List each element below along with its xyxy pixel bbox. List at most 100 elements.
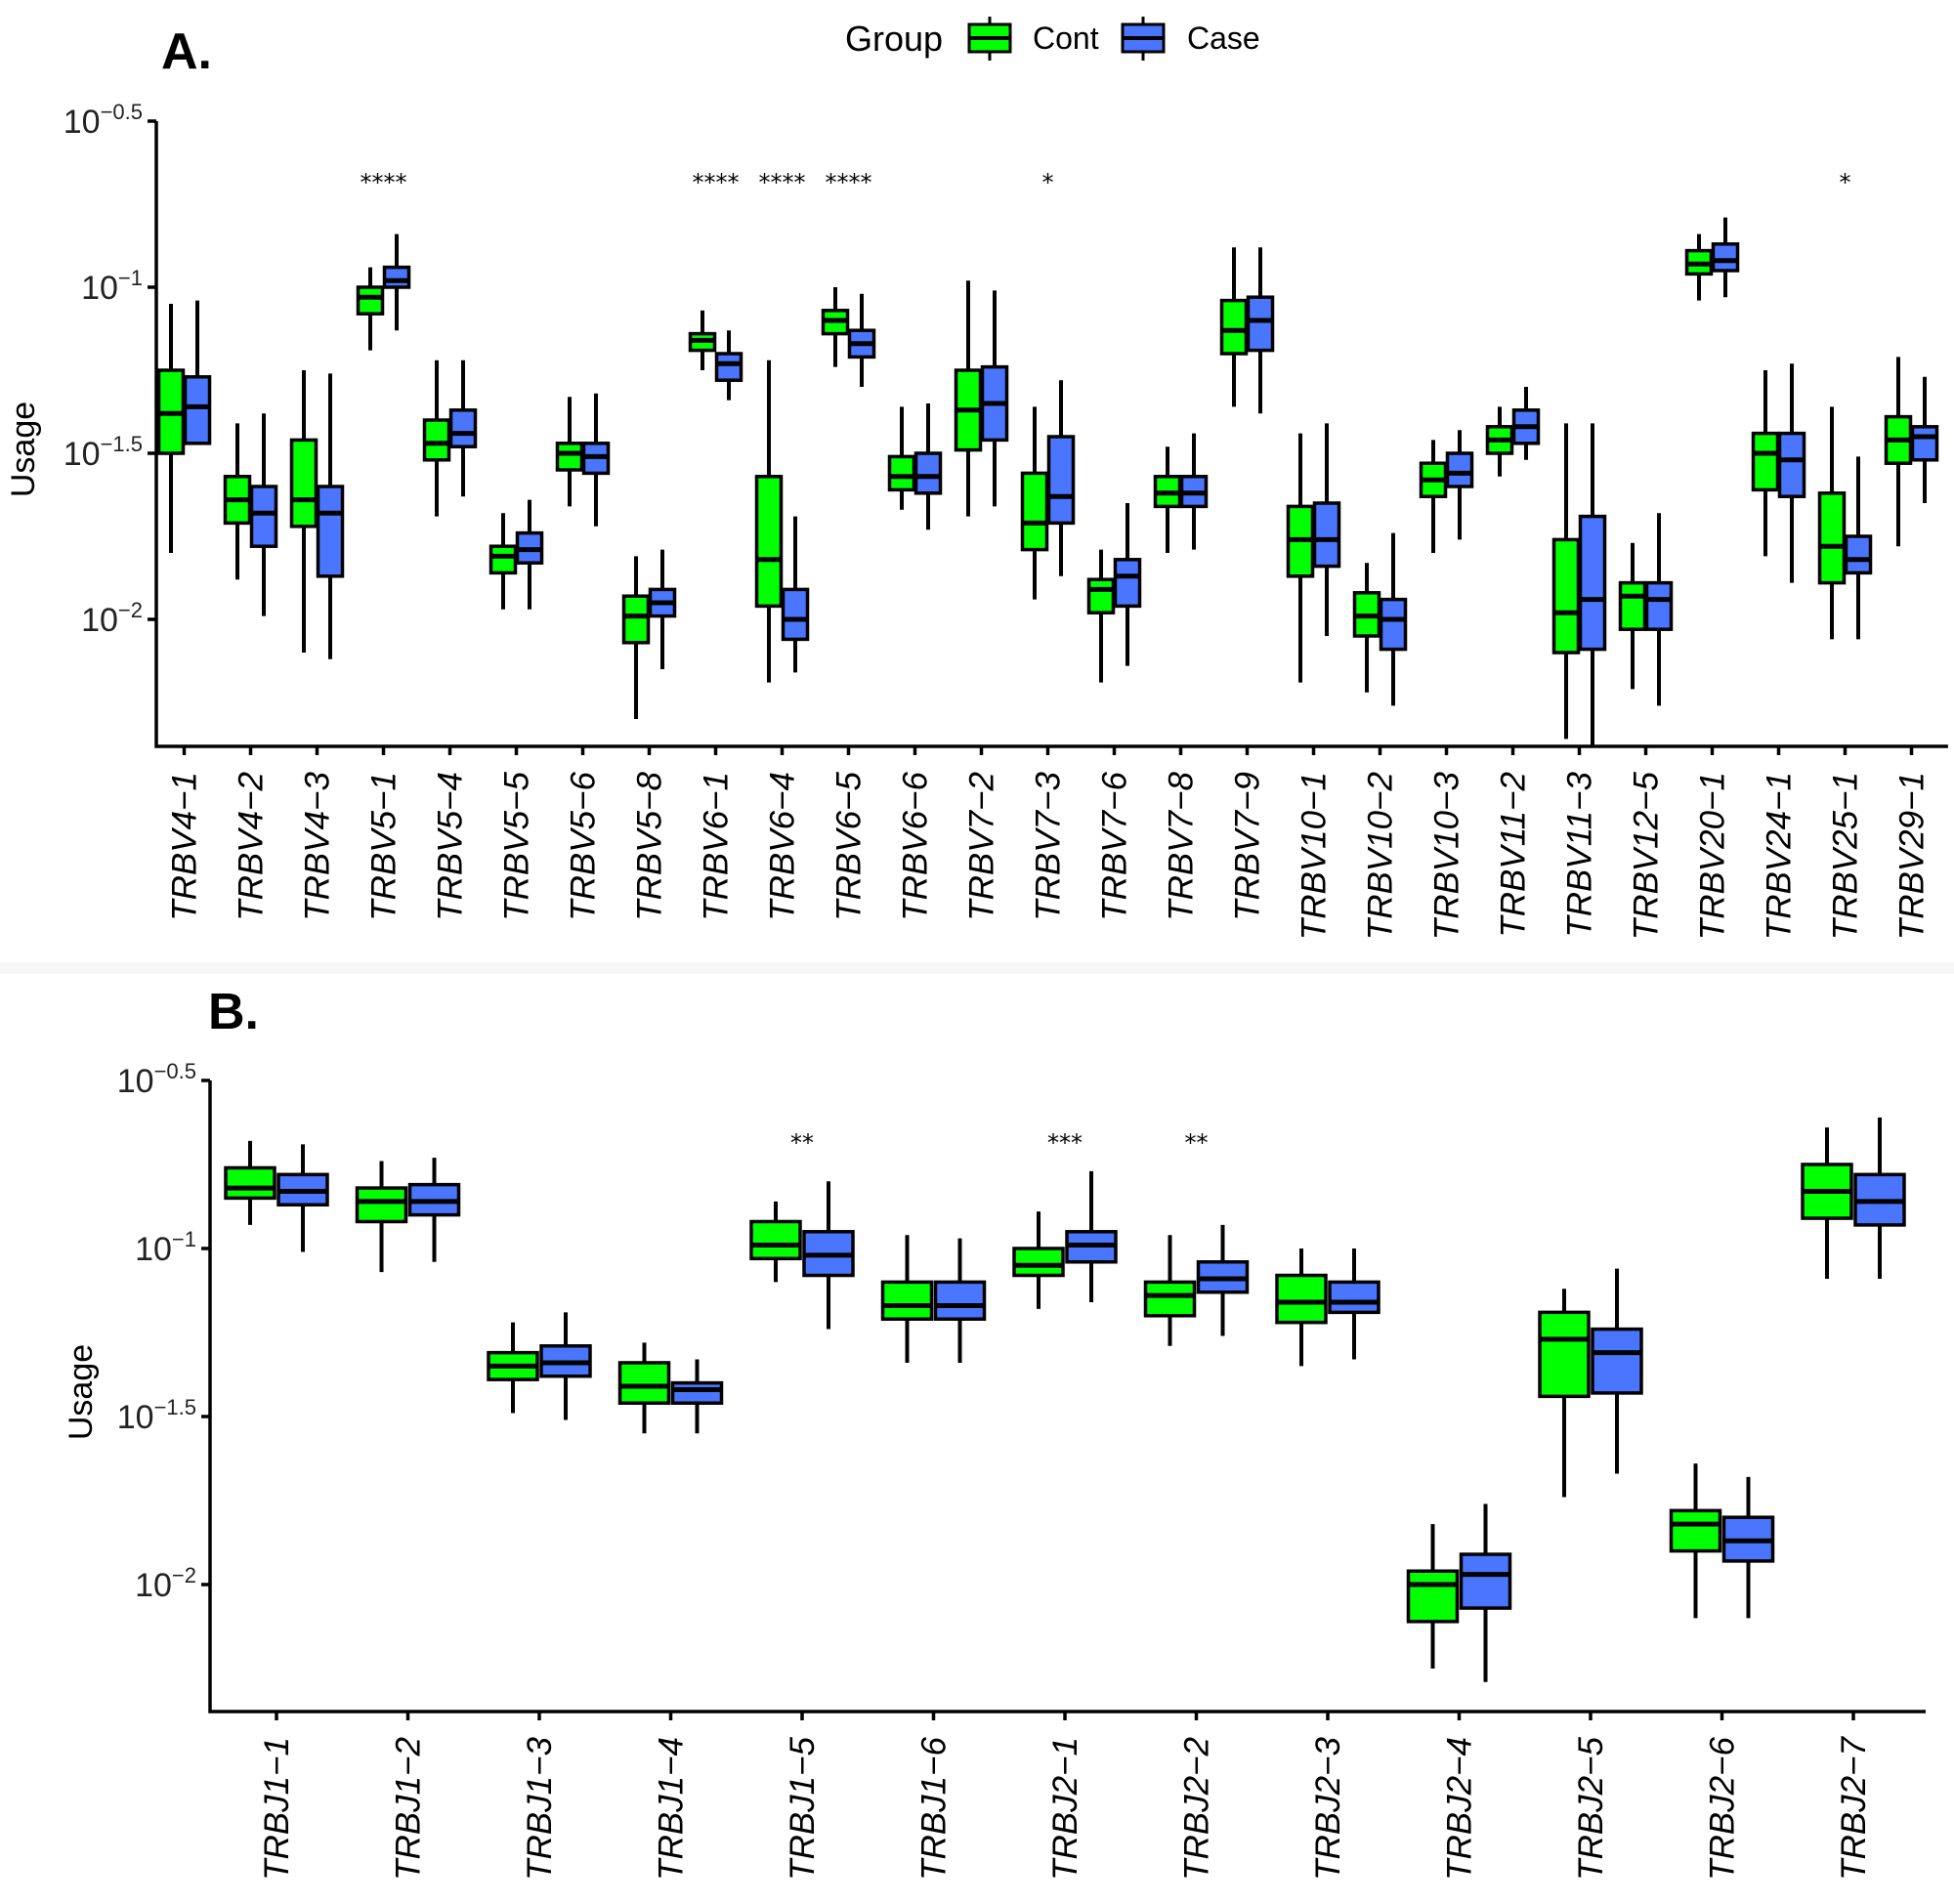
x-tick-label: TRBJ2−6 bbox=[1704, 1736, 1742, 1880]
box-case bbox=[448, 408, 478, 448]
category-group bbox=[954, 280, 1009, 517]
box-case bbox=[1910, 425, 1939, 462]
box-case bbox=[1578, 514, 1607, 652]
box-cont bbox=[224, 1165, 276, 1201]
x-tick-label: TRBV5−6 bbox=[565, 771, 603, 920]
category-group bbox=[749, 1181, 855, 1330]
category-group bbox=[1485, 387, 1541, 477]
x-tick-label: TRBV11−2 bbox=[1495, 772, 1533, 938]
panel-a-x-labels: TRBV4−1 TRBV4−2 TRBV4−3 TRBV5−1 TRBV5−4 TRBV5… bbox=[166, 746, 1932, 940]
x-tick-label: TRBV20−1 bbox=[1694, 772, 1732, 940]
x-tick-label: TRBV10−3 bbox=[1428, 771, 1466, 940]
x-tick-label: TRBV11−3 bbox=[1561, 771, 1599, 937]
box-case bbox=[1844, 534, 1873, 575]
category-group bbox=[1219, 247, 1275, 414]
box-case bbox=[1246, 295, 1275, 353]
box-cont bbox=[1817, 491, 1847, 585]
category-group bbox=[1817, 406, 1873, 640]
category-group bbox=[1143, 1224, 1250, 1346]
box-cont bbox=[880, 1280, 934, 1321]
legend-item-cont: Cont bbox=[967, 17, 1099, 61]
x-tick-label: TRBV29−1 bbox=[1893, 772, 1932, 940]
significance-label: **** bbox=[693, 169, 740, 196]
panel-b-axes bbox=[208, 1080, 1926, 1714]
box-cont bbox=[1751, 431, 1780, 492]
panel-b-y-axis-title: Usage bbox=[63, 1344, 100, 1440]
box-cont bbox=[356, 285, 385, 316]
x-tick-label: TRBJ2−2 bbox=[1178, 1737, 1216, 1881]
x-tick-label: TRBV24−1 bbox=[1761, 772, 1799, 940]
x-tick-label: TRBV5−5 bbox=[498, 771, 536, 920]
category-group bbox=[887, 403, 943, 530]
y-tick-label: 10−0.5 bbox=[64, 100, 143, 141]
category-group bbox=[156, 300, 212, 553]
significance-label: * bbox=[1840, 169, 1851, 196]
box-cont bbox=[1020, 471, 1049, 552]
box-case bbox=[933, 1280, 987, 1321]
category-group bbox=[880, 1235, 987, 1363]
box-cont bbox=[1669, 1508, 1722, 1553]
panel-a-boxes bbox=[156, 217, 1939, 746]
x-tick-label: TRBV5−1 bbox=[365, 772, 404, 921]
box-cont bbox=[422, 418, 451, 462]
y-tick-label: 10−2 bbox=[135, 1563, 196, 1604]
box-case bbox=[670, 1380, 724, 1405]
box-cont bbox=[488, 544, 518, 575]
significance-label: **** bbox=[759, 169, 806, 196]
x-tick-label: TRBJ1−4 bbox=[653, 1737, 691, 1881]
x-tick-label: TRBJ1−3 bbox=[521, 1736, 559, 1880]
box-case bbox=[183, 375, 212, 445]
category-group bbox=[356, 233, 411, 351]
box-case bbox=[913, 451, 943, 495]
x-tick-label: TRBV7−9 bbox=[1229, 772, 1267, 921]
box-case bbox=[1445, 451, 1474, 488]
category-group bbox=[555, 393, 611, 527]
x-tick-label: TRBV7−3 bbox=[1030, 771, 1068, 920]
panel-a-label: A. bbox=[161, 23, 212, 80]
box-case bbox=[714, 352, 743, 382]
panel-b: B. Usage 10−0.510−110−1.510−2 ** *** ** TR… bbox=[63, 984, 1926, 1881]
box-cont bbox=[754, 475, 784, 609]
box-cont bbox=[555, 442, 584, 472]
y-tick-label: 10−2 bbox=[81, 598, 143, 639]
box-case bbox=[1777, 431, 1806, 498]
panel-b-boxes bbox=[224, 1117, 1906, 1682]
x-tick-label: TRBV6−4 bbox=[764, 772, 802, 921]
category-group bbox=[1020, 380, 1076, 600]
box-cont bbox=[289, 438, 319, 529]
x-tick-label: TRBV6−1 bbox=[698, 772, 736, 921]
category-group bbox=[289, 370, 345, 659]
panel-a-y-ticks: 10−0.5 10−1 10−1.5 10−2 bbox=[64, 100, 156, 639]
box-case bbox=[1312, 501, 1341, 569]
legend-item-case: Case bbox=[1121, 17, 1260, 61]
panel-b-x-labels: TRBJ1−1 TRBJ1−2 TRBJ1−3 TRBJ1−4 TRBJ1−5 TRBJ1… bbox=[258, 1712, 1873, 1881]
category-group bbox=[688, 310, 743, 401]
category-group bbox=[1538, 1268, 1643, 1498]
box-cont bbox=[1219, 298, 1249, 356]
category-group bbox=[754, 360, 810, 683]
y-tick-label: 10−0.5 bbox=[117, 1059, 196, 1100]
y-tick-label: 10−1.5 bbox=[64, 432, 143, 473]
panel-a-y-axis-title: Usage bbox=[5, 402, 42, 497]
box-case bbox=[1711, 242, 1740, 273]
category-group bbox=[224, 1140, 329, 1252]
category-group bbox=[1669, 1463, 1775, 1619]
x-tick-label: TRBV25−1 bbox=[1827, 772, 1865, 940]
category-group bbox=[617, 1342, 724, 1434]
x-tick-label: TRBV5−8 bbox=[631, 771, 669, 920]
x-tick-label: TRBV5−4 bbox=[432, 772, 470, 921]
significance-label: *** bbox=[1047, 1129, 1083, 1157]
x-tick-label: TRBJ1−2 bbox=[390, 1737, 428, 1881]
category-group bbox=[1286, 423, 1341, 683]
panel-b-significance: ** *** ** bbox=[790, 1129, 1209, 1157]
legend-label-case: Case bbox=[1187, 21, 1260, 56]
box-cont bbox=[1012, 1247, 1065, 1278]
x-tick-label: TRBJ2−3 bbox=[1309, 1736, 1347, 1880]
significance-label: * bbox=[1042, 169, 1054, 196]
box-cont bbox=[1086, 577, 1116, 614]
significance-label: ** bbox=[1185, 1129, 1209, 1157]
box-case bbox=[781, 587, 810, 642]
panel-separator bbox=[0, 962, 1954, 974]
x-tick-label: TRBV12−5 bbox=[1628, 771, 1666, 940]
x-tick-label: TRBV6−6 bbox=[897, 771, 935, 920]
